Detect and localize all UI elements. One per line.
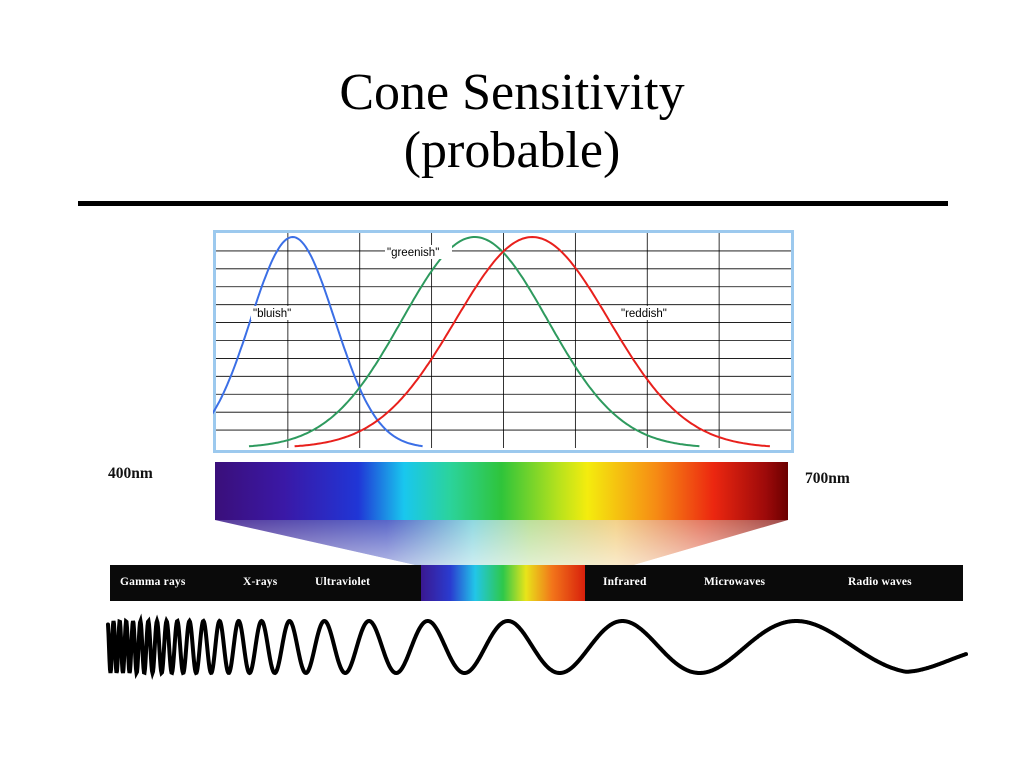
title-underline (78, 201, 948, 206)
series-label-0: "bluish" (253, 308, 291, 320)
label-400nm: 400nm (108, 465, 153, 482)
curve-series-1 (248, 236, 700, 448)
slide-title: Cone Sensitivity (probable) (0, 64, 1024, 180)
label-700nm: 700nm (805, 470, 850, 487)
visible-spectrum-bar (215, 462, 788, 520)
band-label-ultraviolet: Ultraviolet (315, 576, 371, 588)
title-line-2: (probable) (403, 122, 621, 179)
series-label-2: "reddish" (621, 308, 667, 320)
series-label-bg-2 (619, 306, 680, 320)
band-label-gamma: Gamma rays (120, 576, 186, 588)
wavelength-wave-illustration (106, 613, 968, 681)
title-line-1: Cone Sensitivity (339, 64, 685, 121)
band-label-infrared: Infrared (603, 576, 647, 588)
band-label-microwaves: Microwaves (704, 576, 766, 588)
series-label-1: "greenish" (387, 247, 439, 259)
series-label-bg-0 (251, 306, 306, 320)
spectrum-projection (215, 520, 788, 566)
curve-series-0 (213, 235, 423, 448)
band-label-xrays: X-rays (243, 576, 278, 588)
curve-series-2 (294, 235, 771, 448)
chart-grid (216, 233, 791, 448)
chart-labels: "bluish" "greenish" "reddish" (251, 245, 680, 320)
band-label-radio: Radio waves (848, 576, 912, 588)
series-label-bg-1 (385, 245, 452, 259)
em-visible-segment (421, 565, 585, 601)
cone-sensitivity-chart: "bluish" "greenish" "reddish" (213, 230, 794, 453)
chart-curves (213, 235, 771, 448)
